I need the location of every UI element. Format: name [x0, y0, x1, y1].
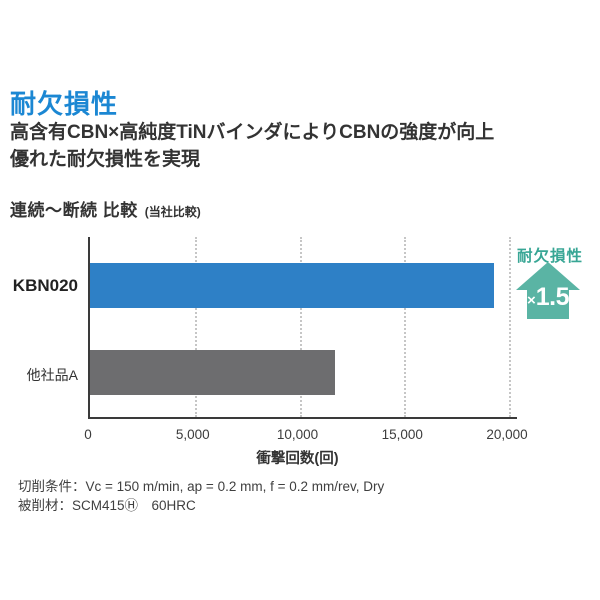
- bar-KBN020: [90, 263, 495, 308]
- category-label-KBN020: KBN020: [12, 275, 78, 295]
- gridline-20000: [509, 237, 511, 417]
- improvement-multiplier: ×1.5: [516, 283, 580, 312]
- chart-header: 連続〜断続 比較 (当社比較): [10, 196, 201, 221]
- multiplier-sign: ×: [526, 292, 536, 309]
- cutting-conditions-line: 切削条件：Vc = 150 m/min, ap = 0.2 mm, f = 0.…: [18, 479, 385, 494]
- subtitle-line-2: 優れた耐欠損性を実現: [10, 149, 201, 170]
- x-tick-label-0: 0: [84, 427, 92, 442]
- page-title: 耐欠損性: [10, 89, 119, 119]
- gridline-5000: [194, 237, 197, 417]
- bar-他社品A: [90, 350, 336, 395]
- improvement-badge-label: 耐欠損性: [516, 248, 583, 265]
- cutting-conditions: 切削条件：Vc = 150 m/min, ap = 0.2 mm, f = 0.…: [18, 477, 384, 515]
- subtitle-line-1: 高含有CBN×高純度TiNバインダによりCBNの強度が向上: [10, 122, 495, 143]
- gridline-10000: [299, 237, 302, 417]
- x-axis-title: 衝撃回数(回): [256, 451, 339, 467]
- category-label-他社品A: 他社品A: [26, 366, 78, 383]
- bar-chart-plot-area: [88, 237, 517, 419]
- workpiece-material-line: 被削材：SCM415Ⓗ 60HRC: [18, 498, 196, 513]
- page-subtitle: 高含有CBN×高純度TiNバインダによりCBNの強度が向上 優れた耐欠損性を実現: [10, 119, 570, 173]
- chart-title: 連続〜断続 比較: [10, 201, 138, 220]
- x-tick-label-15000: 15,000: [381, 427, 423, 442]
- multiplier-value: 1.5: [535, 283, 570, 311]
- chart-title-note: (当社比較): [144, 205, 201, 219]
- up-arrow-icon: [516, 262, 580, 319]
- gridline-15000: [404, 237, 407, 417]
- x-tick-label-5000: 5,000: [175, 427, 210, 442]
- x-tick-label-20000: 20,000: [486, 427, 528, 442]
- x-tick-label-10000: 10,000: [276, 427, 319, 442]
